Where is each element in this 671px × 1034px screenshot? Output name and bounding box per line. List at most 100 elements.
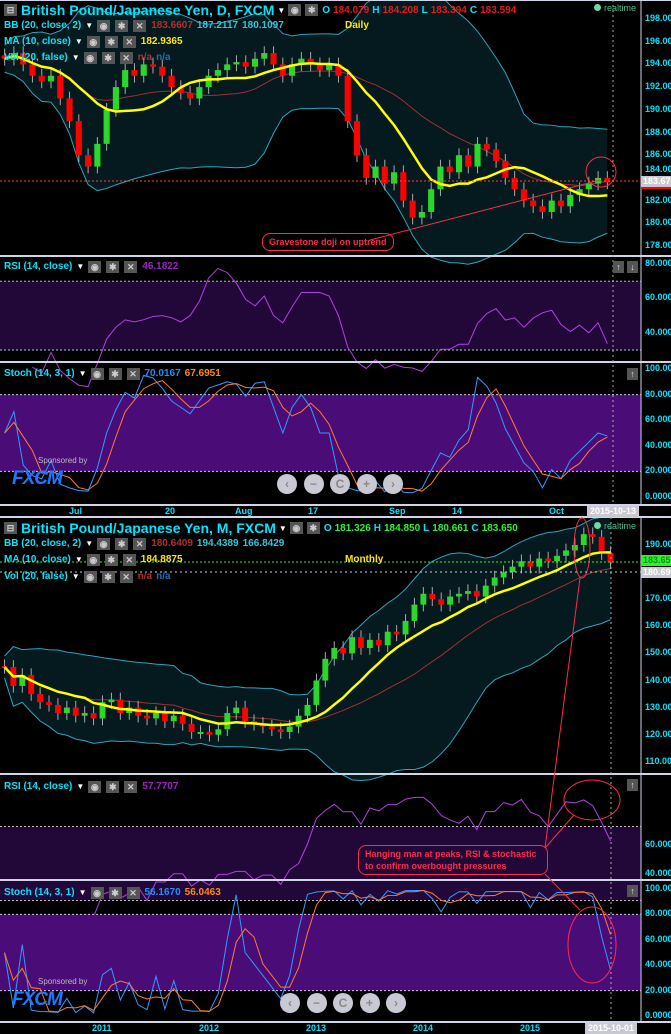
chevron-right-icon[interactable]: › (383, 474, 403, 494)
rsi-axis-tick: 60.000 (645, 292, 671, 303)
collapse-icon[interactable]: ⊟ (4, 522, 17, 534)
zoom-in-icon[interactable]: + (356, 474, 377, 494)
realtime-indicator: realtime (594, 3, 636, 14)
gear-icon[interactable]: ✱ (104, 35, 118, 48)
vol-label[interactable]: Vol (20, false) (4, 571, 68, 582)
caret-down-icon[interactable]: ▼ (78, 888, 87, 897)
eye-icon[interactable]: ◉ (83, 51, 97, 64)
caret-down-icon[interactable]: ▼ (71, 53, 80, 62)
caret-down-icon[interactable]: ▼ (71, 572, 80, 581)
gear-icon[interactable]: ✱ (115, 19, 129, 32)
close-icon[interactable]: ✕ (133, 19, 147, 32)
caret-down-icon[interactable]: ▼ (78, 369, 87, 378)
price-axis-tick: 190.000 (645, 103, 671, 114)
gear-icon[interactable]: ✱ (108, 886, 122, 899)
move-up-icon[interactable]: ↑ (627, 885, 638, 897)
move-up-icon[interactable]: ↑ (627, 368, 638, 380)
gear-icon[interactable]: ✱ (115, 537, 129, 550)
zoom-out-icon[interactable]: − (306, 993, 327, 1013)
caret-down-icon[interactable]: ▼ (74, 555, 83, 564)
candle (206, 731, 213, 735)
close-icon[interactable]: ✕ (122, 35, 136, 48)
bb-label[interactable]: BB (20, close, 2) (4, 20, 82, 31)
close-icon[interactable]: ✕ (124, 780, 138, 793)
candle (233, 62, 240, 65)
gear-icon[interactable]: ✱ (108, 367, 122, 380)
gear-icon[interactable]: ✱ (305, 4, 319, 16)
caret-down-icon[interactable]: ▼ (85, 21, 94, 30)
rsi-label[interactable]: RSI (14, close) (4, 261, 73, 272)
close-icon[interactable]: ✕ (122, 553, 136, 566)
close-icon[interactable]: ✕ (124, 260, 138, 273)
eye-icon[interactable]: ◉ (88, 260, 102, 273)
eye-icon[interactable]: ◉ (83, 570, 97, 583)
caret-down-icon[interactable]: ▼ (85, 539, 94, 548)
move-up-icon[interactable]: ↑ (627, 779, 638, 791)
caret-down-icon[interactable]: ▼ (76, 782, 85, 791)
close-icon[interactable]: ✕ (126, 367, 140, 380)
zoom-out-icon[interactable]: − (303, 474, 324, 494)
candle (233, 707, 240, 714)
timeframe-label: Monthly (345, 554, 384, 565)
fxcm-logo[interactable]: FXCM (12, 989, 63, 1010)
ma-label[interactable]: MA (10, close) (4, 36, 71, 47)
eye-icon[interactable]: ◉ (90, 886, 104, 899)
eye-icon[interactable]: ◉ (88, 780, 102, 793)
candle (28, 675, 35, 695)
ma-label[interactable]: MA (10, close) (4, 554, 71, 565)
chevron-left-icon[interactable]: ‹ (277, 474, 297, 494)
close-icon[interactable]: ✕ (133, 537, 147, 550)
price-axis-tick: 110.000 (645, 755, 671, 766)
caret-down-icon[interactable]: ▼ (76, 262, 85, 271)
chevron-left-icon[interactable]: ‹ (280, 993, 300, 1013)
gear-icon[interactable]: ✱ (104, 553, 118, 566)
move-down-icon[interactable]: ↓ (627, 261, 638, 273)
candle (144, 715, 151, 719)
eye-icon[interactable]: ◉ (97, 19, 111, 32)
eye-icon[interactable]: ◉ (86, 553, 100, 566)
chevron-right-icon[interactable]: › (386, 993, 406, 1013)
move-up-icon[interactable]: ↑ (613, 261, 624, 273)
stoch-label[interactable]: Stoch (14, 3, 1) (4, 887, 75, 898)
annotation-circle (585, 156, 617, 188)
open-label: O (323, 522, 332, 534)
close-icon[interactable]: ✕ (126, 886, 140, 899)
stoch-d-line (3, 890, 612, 1013)
eye-icon[interactable]: ◉ (289, 522, 303, 534)
candle (580, 534, 587, 545)
candle (500, 572, 507, 578)
gear-icon[interactable]: ✱ (101, 51, 115, 64)
reset-icon[interactable]: C (333, 993, 353, 1013)
candle (384, 631, 391, 646)
reset-icon[interactable]: C (330, 474, 350, 494)
eye-icon[interactable]: ◉ (288, 4, 302, 16)
caret-down-icon[interactable]: ▼ (277, 5, 286, 15)
close-icon[interactable]: ✕ (119, 51, 133, 64)
candle (358, 637, 364, 648)
gear-icon[interactable]: ✱ (101, 570, 115, 583)
gear-icon[interactable]: ✱ (106, 780, 120, 793)
rsi-label[interactable]: RSI (14, close) (4, 781, 73, 792)
stoch-label[interactable]: Stoch (14, 3, 1) (4, 368, 75, 379)
price-axis-tick: 120.000 (645, 728, 671, 739)
gear-icon[interactable]: ✱ (106, 260, 120, 273)
close-icon[interactable]: ✕ (119, 570, 133, 583)
eye-icon[interactable]: ◉ (97, 537, 111, 550)
vol-label[interactable]: Vol (20, false) (4, 52, 68, 63)
caret-down-icon[interactable]: ▼ (74, 37, 83, 46)
zoom-in-icon[interactable]: + (359, 993, 380, 1013)
current-price-label: 183.650 (641, 555, 671, 566)
price-axis-tick: 190.000 (645, 539, 671, 549)
fxcm-logo[interactable]: FXCM (12, 468, 63, 489)
bb-upper: 194.4389 (196, 538, 239, 549)
candle (90, 713, 97, 719)
caret-down-icon[interactable]: ▼ (278, 523, 287, 533)
stoch-k-value: 56.1670 (144, 887, 181, 898)
eye-icon[interactable]: ◉ (90, 367, 104, 380)
eye-icon[interactable]: ◉ (86, 35, 100, 48)
stoch-d-value: 56.0463 (184, 887, 221, 898)
collapse-icon[interactable]: ⊟ (4, 4, 17, 16)
bb-label[interactable]: BB (20, close, 2) (4, 538, 82, 549)
gear-icon[interactable]: ✱ (306, 522, 320, 534)
